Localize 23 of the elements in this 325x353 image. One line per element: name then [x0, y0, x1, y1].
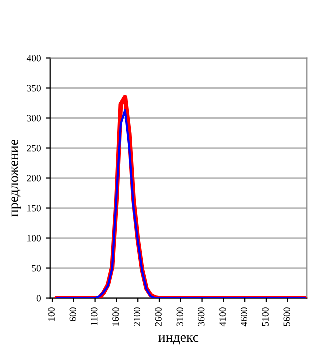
y-tick-label: 400: [26, 55, 41, 62]
x-tick-label: 100: [48, 308, 55, 322]
y-tick-label: 0: [36, 295, 41, 302]
x-tick-label: 5100: [262, 308, 269, 326]
y-tick-label: 300: [27, 115, 41, 122]
x-tick-label: 3600: [198, 308, 205, 326]
x-axis-title: индекс: [158, 335, 199, 345]
x-tick-label: 5600: [284, 308, 290, 326]
y-tick-label: 150: [28, 205, 41, 212]
y-tick-label: 100: [28, 235, 41, 242]
x-tick-label: 1600: [112, 308, 120, 326]
x-tick-label: 2100: [134, 308, 141, 326]
x-tick-label: 1100: [91, 308, 98, 326]
y-axis-title: предложение: [12, 140, 22, 217]
x-tick-label: 4600: [240, 308, 248, 327]
x-tick-label: 3100: [176, 308, 184, 326]
y-tick-label: 200: [27, 175, 41, 182]
y-tick-label: 50: [32, 265, 41, 272]
x-tick-label: 2600: [155, 308, 162, 326]
y-tick-label: 250: [27, 145, 41, 152]
x-tick-label: 600: [70, 308, 76, 322]
y-tick-label: 350: [27, 85, 41, 92]
x-tick-label: 4100: [220, 308, 226, 327]
